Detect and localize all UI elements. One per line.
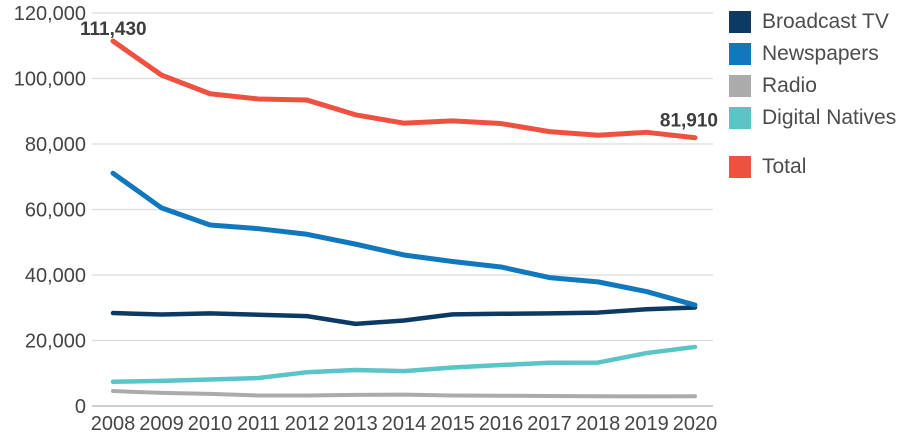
data-label-total-2008: 111,430 — [80, 19, 147, 40]
x-axis-tick-label: 2013 — [333, 413, 378, 435]
gridlines-layer — [92, 12, 713, 407]
data-labels-layer: 111,430 81,910 — [80, 19, 718, 132]
y-axis-tick-label: 40,000 — [25, 265, 86, 287]
y-axis-tick-label: 100,000 — [14, 69, 86, 91]
legend-swatch-radio — [729, 75, 751, 97]
x-axis-tick-label: 2008 — [91, 413, 136, 435]
x-axis-tick-label: 2017 — [527, 413, 572, 435]
legend-label: Radio — [762, 74, 817, 97]
legend-swatch-broadcast-tv — [729, 11, 751, 33]
legend-label: Total — [762, 155, 807, 178]
series-line-broadcast-tv — [110, 305, 698, 327]
x-axis-tick-label: 2010 — [188, 413, 233, 435]
x-axis-tick-label: 2012 — [285, 413, 330, 435]
x-axis-tick-label: 2018 — [576, 413, 621, 435]
legend-label: Digital Natives — [762, 106, 897, 129]
y-axis-tick-label: 0 — [75, 396, 86, 418]
x-axis-tick-label: 2020 — [673, 413, 718, 435]
legend-item-total: Total — [729, 156, 896, 178]
legend-label: Broadcast TV — [762, 10, 889, 33]
x-axis-tick-label: 2019 — [624, 413, 669, 435]
legend-item-digital-natives: Digital Natives — [729, 107, 896, 129]
data-label-total-2020: 81,910 — [660, 111, 718, 132]
x-axis-tick-label: 2014 — [382, 413, 427, 435]
y-axis-tick-label: 80,000 — [25, 134, 86, 156]
y-axis-tick-label: 60,000 — [25, 200, 86, 222]
series-line-newspapers — [110, 170, 698, 308]
x-axis-tick-label: 2009 — [139, 413, 184, 435]
x-axis-tick-label: 2016 — [479, 413, 524, 435]
legend-label: Newspapers — [762, 42, 879, 65]
legend-swatch-newspapers — [729, 43, 751, 65]
legend-item-broadcast-tv: Broadcast TV — [729, 11, 896, 33]
legend: Broadcast TV Newspapers Radio Digital Nativ… — [729, 11, 896, 178]
legend-swatch-digital-natives — [729, 107, 751, 129]
legend-item-newspapers: Newspapers — [729, 43, 896, 65]
legend-swatch-total — [729, 156, 751, 178]
series-line-digital-natives — [110, 344, 698, 385]
x-axis-tick-label: 2011 — [237, 413, 280, 435]
axis-labels-layer: 0 20,000 40,000 60,000 80,000 100,000 120,000 2… — [14, 3, 718, 435]
y-axis-tick-label: 120,000 — [14, 3, 86, 25]
series-layer — [110, 38, 698, 399]
series-line-total — [110, 38, 698, 141]
x-axis-tick-label: 2015 — [430, 413, 475, 435]
legend-item-radio: Radio — [729, 75, 896, 97]
y-axis-tick-label: 20,000 — [25, 331, 86, 353]
series-line-radio — [111, 389, 697, 399]
